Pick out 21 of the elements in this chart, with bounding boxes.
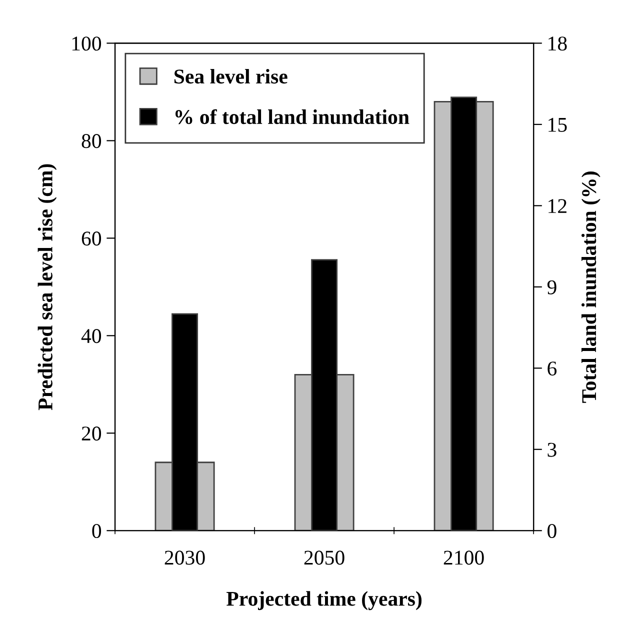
y2-tick-label: 9 [547, 280, 556, 294]
y-tick-label: 0 [92, 524, 102, 538]
y2-tick-label: 18 [548, 36, 567, 51]
y-tick-label: 60 [82, 232, 102, 246]
y-tick-label: 20 [82, 426, 102, 441]
y-tick-label: 40 [81, 329, 102, 344]
y2-tick-label: 15 [548, 118, 567, 132]
y2-tick-label: 3 [548, 442, 556, 457]
y2-tick-label: 6 [548, 362, 557, 376]
y2-tick-label: 12 [548, 199, 566, 213]
y-tick-label: 80 [82, 134, 102, 148]
y-tick-label: 100 [72, 36, 102, 51]
legend-label: Sea level rise [174, 68, 288, 84]
x-tick-label: 2100 [444, 550, 484, 565]
y2-tick-label: 0 [548, 524, 556, 538]
x-tick-label: 2050 [304, 550, 344, 565]
x-axis-title: Projected time (years) [226, 591, 422, 610]
x-tick-label: 2030 [164, 550, 205, 565]
y2-axis-title: Total land inundation (%) [581, 172, 600, 403]
legend-label: % of total land inundation [175, 109, 410, 124]
y-axis-title: Predicted sea level rise (cm) [38, 164, 57, 410]
